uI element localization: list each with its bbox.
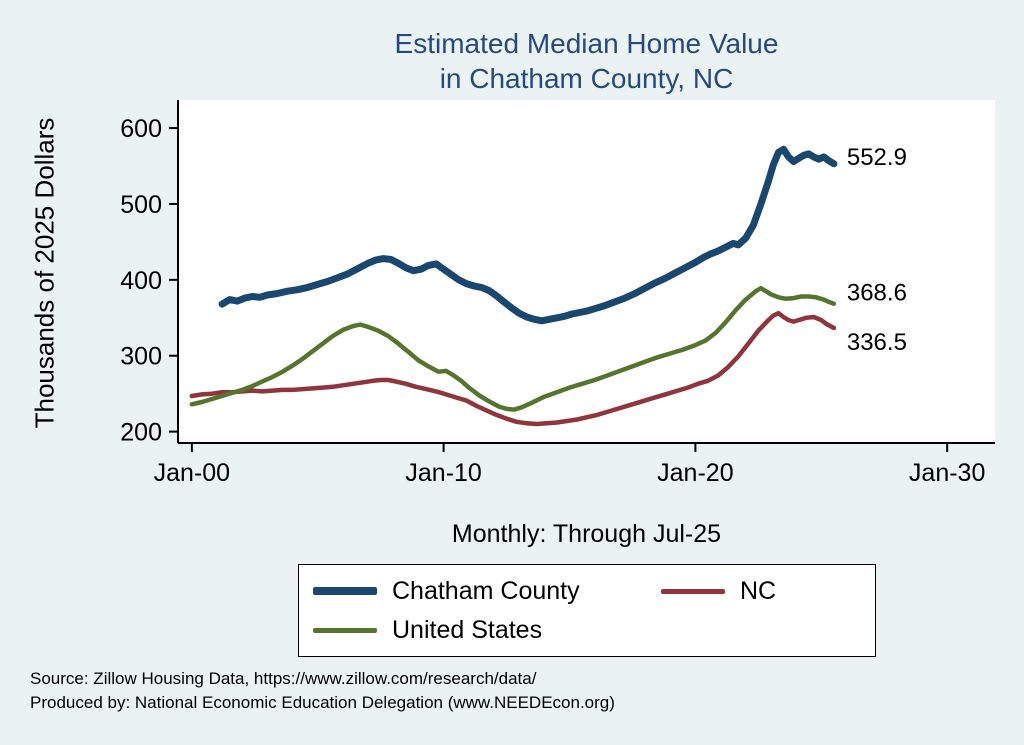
y-tick-label: 500 [120, 191, 162, 219]
legend-label-united-states: United States [392, 615, 543, 644]
chart-plot: 200 300 400 500 600 Jan-00 Jan-10 Jan-20 Jan-30 5… [120, 100, 995, 487]
x-tick-label: Jan-10 [405, 459, 481, 487]
legend-entry-nc: NC [661, 577, 875, 606]
source-note-line1: Source: Zillow Housing Data, https://www… [30, 669, 537, 688]
legend-label-chatham-county: Chatham County [392, 576, 580, 605]
y-tick-label: 400 [120, 267, 162, 295]
legend-entry-chatham-county: Chatham County [313, 577, 661, 606]
chart-title-line2: in Chatham County, NC [439, 63, 734, 94]
series-line-us [189, 285, 837, 412]
y-tick-label: 200 [120, 419, 162, 447]
legend-swatch-chatham-county [313, 587, 377, 595]
chart-title-line1: Estimated Median Home Value [394, 28, 779, 59]
x-axis-title: Monthly: Through Jul-25 [451, 520, 722, 548]
series-line-chatham [218, 145, 838, 325]
x-tick-label: Jan-20 [657, 459, 733, 487]
y-tick-label: 600 [120, 115, 162, 143]
legend-swatch-united-states [313, 627, 377, 633]
end-label-nc: 336.5 [847, 329, 907, 356]
series-line-nc [189, 310, 837, 427]
chart-title: Estimated Median Home Value in Chatham C… [178, 26, 995, 96]
legend-swatch-nc [661, 588, 725, 594]
x-tick-label: Jan-00 [154, 459, 230, 487]
legend-entry-united-states: United States [313, 616, 661, 645]
source-note-line2: Produced by: National Economic Education… [30, 693, 615, 712]
source-notes: Source: Zillow Housing Data, https://www… [30, 667, 615, 715]
legend-label-nc: NC [740, 576, 777, 605]
y-tick-label: 300 [120, 343, 162, 371]
y-axis-label: Thousands of 2025 Dollars [29, 117, 60, 429]
end-label-chatham: 552.9 [847, 144, 907, 171]
x-tick-label: Jan-30 [909, 459, 985, 487]
legend: Chatham County NC United States [298, 564, 876, 657]
end-label-us: 368.6 [847, 280, 907, 307]
plot-area [178, 100, 995, 443]
